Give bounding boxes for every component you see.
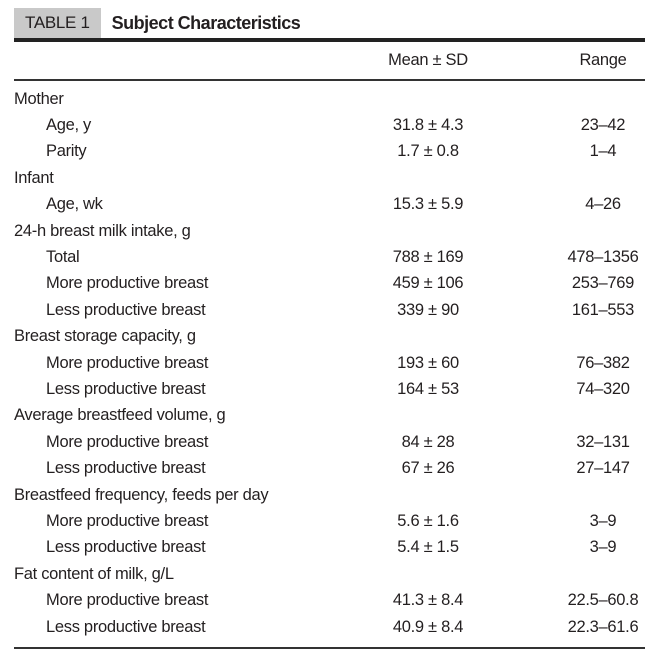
- table-row: More productive breast 5.6 ± 1.6 3–9: [14, 508, 645, 534]
- mean-sd-value: 1.7 ± 0.8: [397, 142, 459, 161]
- mean-sd-value: 164 ± 53: [397, 379, 459, 398]
- mean-sd-value: 5.6 ± 1.6: [397, 511, 459, 530]
- table-row: Fat content of milk, g/L: [14, 561, 645, 587]
- table-1-container: TABLE 1 Subject Characteristics Mean ± S…: [14, 8, 645, 650]
- row-label: Less productive breast: [46, 300, 206, 319]
- range-value: 3–9: [589, 538, 617, 557]
- mean-sd-value: 40.9 ± 8.4: [392, 617, 464, 636]
- table-row: More productive breast 193 ± 60 76–382: [14, 350, 645, 376]
- mean-sd-value: 788 ± 169: [392, 248, 464, 267]
- row-label: Less productive breast: [46, 617, 206, 636]
- row-label: More productive breast: [46, 591, 209, 610]
- column-header-row: Mean ± SD Range: [14, 42, 645, 79]
- row-label: More productive breast: [46, 511, 209, 530]
- table-row: Less productive breast 67 ± 26 27–147: [14, 455, 645, 481]
- table-row: Total 788 ± 169 478–1356: [14, 244, 645, 270]
- table-title: Subject Characteristics: [111, 12, 301, 33]
- range-value: 74–320: [576, 379, 630, 398]
- mean-sd-value: 193 ± 60: [397, 353, 459, 372]
- row-label: Total: [46, 248, 80, 267]
- row-label: Parity: [46, 142, 87, 161]
- table-row: Age, y 31.8 ± 4.3 23–42: [14, 112, 645, 138]
- top-rule: [14, 38, 645, 42]
- table-row: Infant: [14, 165, 645, 191]
- row-label: Less productive breast: [46, 538, 206, 557]
- range-value: 161–553: [571, 300, 635, 319]
- row-label: More productive breast: [46, 274, 209, 293]
- range-value: 22.5–60.8: [567, 591, 639, 610]
- table-row: Less productive breast 40.9 ± 8.4 22.3–6…: [14, 614, 645, 640]
- table-row: Average breastfeed volume, g: [14, 403, 645, 429]
- row-label: More productive breast: [46, 432, 209, 451]
- row-label: Age, y: [46, 116, 91, 135]
- row-label: Breastfeed frequency, feeds per day: [14, 485, 269, 504]
- row-label: 24-h breast milk intake, g: [14, 221, 191, 240]
- table-row: Mother: [14, 86, 645, 112]
- mean-sd-value: 459 ± 106: [392, 274, 464, 293]
- row-label: Less productive breast: [46, 459, 206, 478]
- range-value: 1–4: [589, 142, 617, 161]
- row-label: Less productive breast: [46, 379, 206, 398]
- table-row: More productive breast 459 ± 106 253–769: [14, 271, 645, 297]
- table-row: Less productive breast 5.4 ± 1.5 3–9: [14, 535, 645, 561]
- bottom-rule: [14, 647, 645, 650]
- range-value: 22.3–61.6: [567, 617, 639, 636]
- row-label: Mother: [14, 89, 64, 108]
- range-value: 23–42: [580, 116, 626, 135]
- mean-sd-value: 41.3 ± 8.4: [392, 591, 464, 610]
- row-label: Age, wk: [46, 195, 103, 214]
- table-title-bar: TABLE 1 Subject Characteristics: [14, 8, 645, 38]
- table-row: Breast storage capacity, g: [14, 324, 645, 350]
- table-row: Less productive breast 339 ± 90 161–553: [14, 297, 645, 323]
- range-value: 32–131: [576, 432, 630, 451]
- table-row: Age, wk 15.3 ± 5.9 4–26: [14, 192, 645, 218]
- mean-sd-value: 5.4 ± 1.5: [397, 538, 459, 557]
- row-label: Average breastfeed volume, g: [14, 406, 226, 425]
- table-row: Less productive breast 164 ± 53 74–320: [14, 376, 645, 402]
- mean-sd-value: 339 ± 90: [397, 300, 459, 319]
- table-row: Breastfeed frequency, feeds per day: [14, 482, 645, 508]
- range-value: 4–26: [585, 195, 621, 214]
- row-label: Breast storage capacity, g: [14, 327, 196, 346]
- mean-sd-value: 67 ± 26: [401, 459, 455, 478]
- column-header-range: Range: [579, 51, 627, 69]
- table-number-label: TABLE 1: [14, 8, 101, 38]
- header-rule: [14, 79, 645, 81]
- table-row: Parity 1.7 ± 0.8 1–4: [14, 139, 645, 165]
- range-value: 27–147: [576, 459, 630, 478]
- table-body: Mother Age, y 31.8 ± 4.3 23–42 Parity 1.…: [14, 81, 645, 647]
- row-label: Infant: [14, 168, 54, 187]
- table-row: More productive breast 41.3 ± 8.4 22.5–6…: [14, 587, 645, 613]
- row-label: More productive breast: [46, 353, 209, 372]
- column-header-mean-sd: Mean ± SD: [388, 51, 468, 69]
- mean-sd-value: 31.8 ± 4.3: [392, 116, 464, 135]
- range-value: 3–9: [589, 511, 617, 530]
- mean-sd-value: 15.3 ± 5.9: [392, 195, 464, 214]
- range-value: 253–769: [571, 274, 635, 293]
- range-value: 478–1356: [567, 248, 639, 267]
- mean-sd-value: 84 ± 28: [401, 432, 455, 451]
- range-value: 76–382: [576, 353, 630, 372]
- table-row: 24-h breast milk intake, g: [14, 218, 645, 244]
- table-row: More productive breast 84 ± 28 32–131: [14, 429, 645, 455]
- row-label: Fat content of milk, g/L: [14, 564, 174, 583]
